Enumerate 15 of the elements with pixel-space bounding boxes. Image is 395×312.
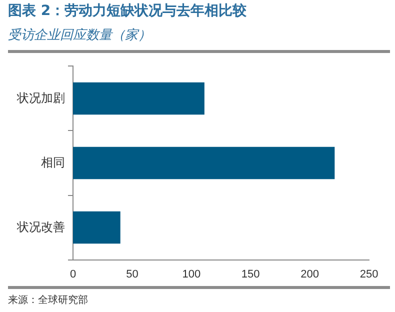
x-tick-label: 0 [70, 268, 76, 280]
x-tick-label: 200 [300, 268, 319, 280]
source-note: 来源：全球研究部 [8, 294, 88, 307]
x-tick-label: 250 [360, 268, 378, 280]
x-tick-label: 150 [241, 268, 260, 280]
x-tick-label: 100 [182, 268, 201, 280]
bar [73, 146, 335, 180]
chart-title: 图表 2：劳动力短缺状况与去年相比较 [8, 2, 247, 20]
y-tick-label: 状况加剧 [16, 90, 65, 105]
x-tick-label: 50 [126, 268, 138, 280]
y-tick-label: 状况改善 [16, 220, 65, 234]
chart-subtitle: 受访企业回应数量（家） [8, 27, 151, 44]
y-tick-label: 相同 [41, 155, 65, 170]
bar [73, 82, 204, 115]
bar [73, 211, 120, 244]
